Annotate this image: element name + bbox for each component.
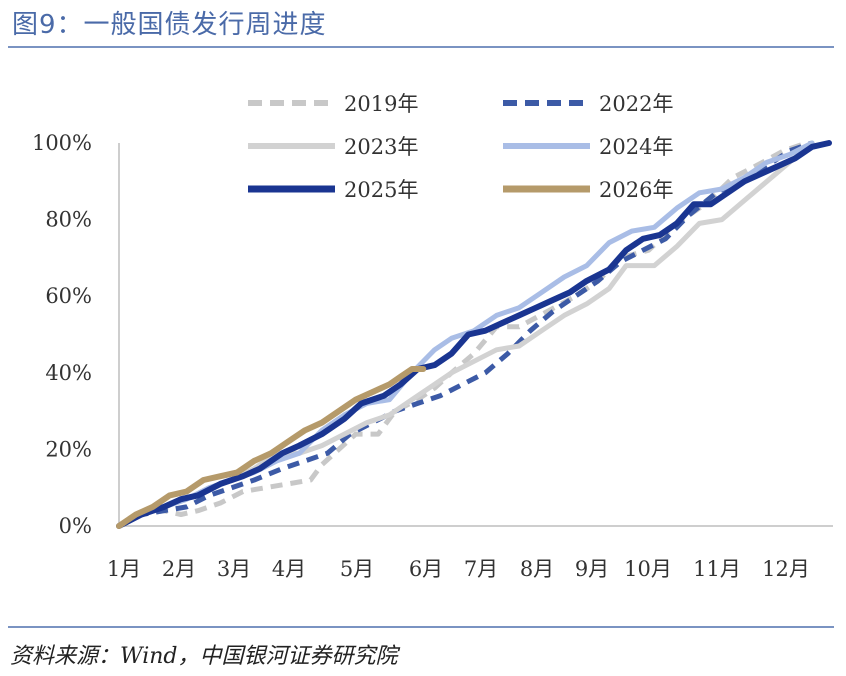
x-tick-label: 1月	[107, 557, 141, 581]
y-tick-label: 80%	[45, 208, 92, 232]
y-tick-label: 100%	[32, 131, 92, 155]
series-line-2022年	[117, 140, 813, 529]
x-tick-label: 10月	[624, 557, 672, 581]
x-tick-label: 6月	[409, 557, 443, 581]
chart-axes: 0% 20% 40% 60% 80% 100% 1月 2月 3月 4月 5月 6月 7月 8月 9月 10月 1…	[32, 131, 833, 581]
legend-label: 2024年	[599, 135, 673, 159]
series-line-2025年	[116, 140, 832, 529]
x-tick-label: 8月	[520, 557, 554, 581]
x-tick-label: 5月	[340, 557, 374, 581]
legend-label: 2019年	[344, 92, 418, 116]
chart-legend: 2019年 2022年 2023年 2024年 2025年 2026年	[248, 92, 673, 202]
legend-label: 2026年	[599, 178, 673, 202]
legend-label: 2025年	[344, 178, 418, 202]
source-note: 资料来源：Wind，中国银河证券研究院	[10, 644, 398, 669]
x-tick-label: 12月	[762, 557, 810, 581]
legend-label: 2022年	[599, 92, 673, 116]
y-tick-label: 60%	[45, 284, 92, 308]
y-tick-label: 20%	[45, 437, 92, 461]
series-line-2019年	[117, 140, 808, 529]
legend-label: 2023年	[344, 135, 418, 159]
x-tick-label: 11月	[693, 557, 741, 581]
y-tick-label: 0%	[59, 514, 92, 538]
x-tick-label: 9月	[575, 557, 609, 581]
title-divider	[8, 46, 834, 48]
x-tick-label: 7月	[464, 557, 498, 581]
chart-series	[116, 140, 832, 529]
figure-title: 图9：一般国债发行周进度	[12, 10, 327, 40]
line-chart: 0% 20% 40% 60% 80% 100% 1月 2月 3月 4月 5月 6月 7月 8月 9月 10月 1…	[32, 92, 833, 581]
y-tick-label: 40%	[45, 361, 92, 385]
footer-divider	[8, 626, 834, 628]
x-tick-label: 2月	[162, 557, 196, 581]
x-tick-label: 3月	[217, 557, 251, 581]
x-tick-label: 4月	[272, 557, 306, 581]
series-line-2026年	[116, 366, 427, 529]
